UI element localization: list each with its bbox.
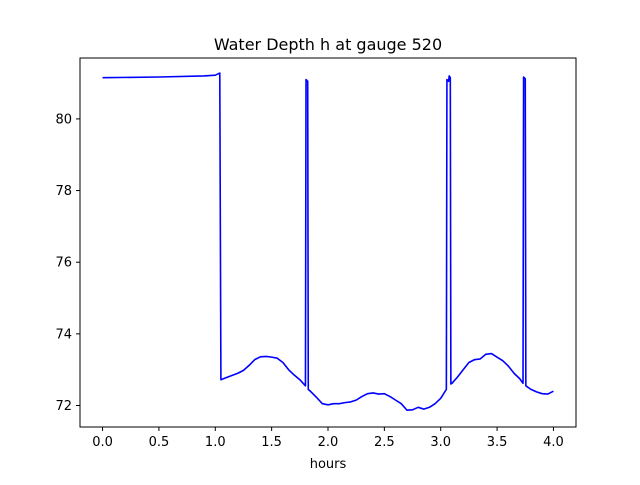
x-tick-label: 1.0 xyxy=(205,435,226,450)
y-tick-label: 76 xyxy=(55,256,72,271)
chart-title: Water Depth h at gauge 520 xyxy=(214,35,442,54)
series-layer xyxy=(102,72,554,411)
y-axis: 72 74 76 78 80 xyxy=(55,112,80,414)
series-line xyxy=(102,72,554,411)
y-tick-label: 74 xyxy=(55,327,72,342)
x-tick-label: 3.0 xyxy=(430,435,451,450)
x-axis-label: hours xyxy=(310,457,347,472)
x-tick-label: 4.0 xyxy=(543,435,564,450)
plot-area xyxy=(79,57,577,428)
x-tick-label: 2.5 xyxy=(374,435,395,450)
x-tick-label: 2.0 xyxy=(318,435,339,450)
y-tick-label: 78 xyxy=(55,184,72,199)
y-tick-label: 80 xyxy=(55,112,72,127)
x-tick-label: 0.5 xyxy=(149,435,170,450)
x-tick-label: 1.5 xyxy=(261,435,282,450)
y-tick-label: 72 xyxy=(55,399,72,414)
x-axis: 0.0 0.5 1.0 1.5 2.0 2.5 3.0 3.5 4.0 xyxy=(92,427,564,450)
plot-background xyxy=(80,58,576,427)
x-tick-label: 3.5 xyxy=(487,435,508,450)
x-tick-label: 0.0 xyxy=(92,435,113,450)
